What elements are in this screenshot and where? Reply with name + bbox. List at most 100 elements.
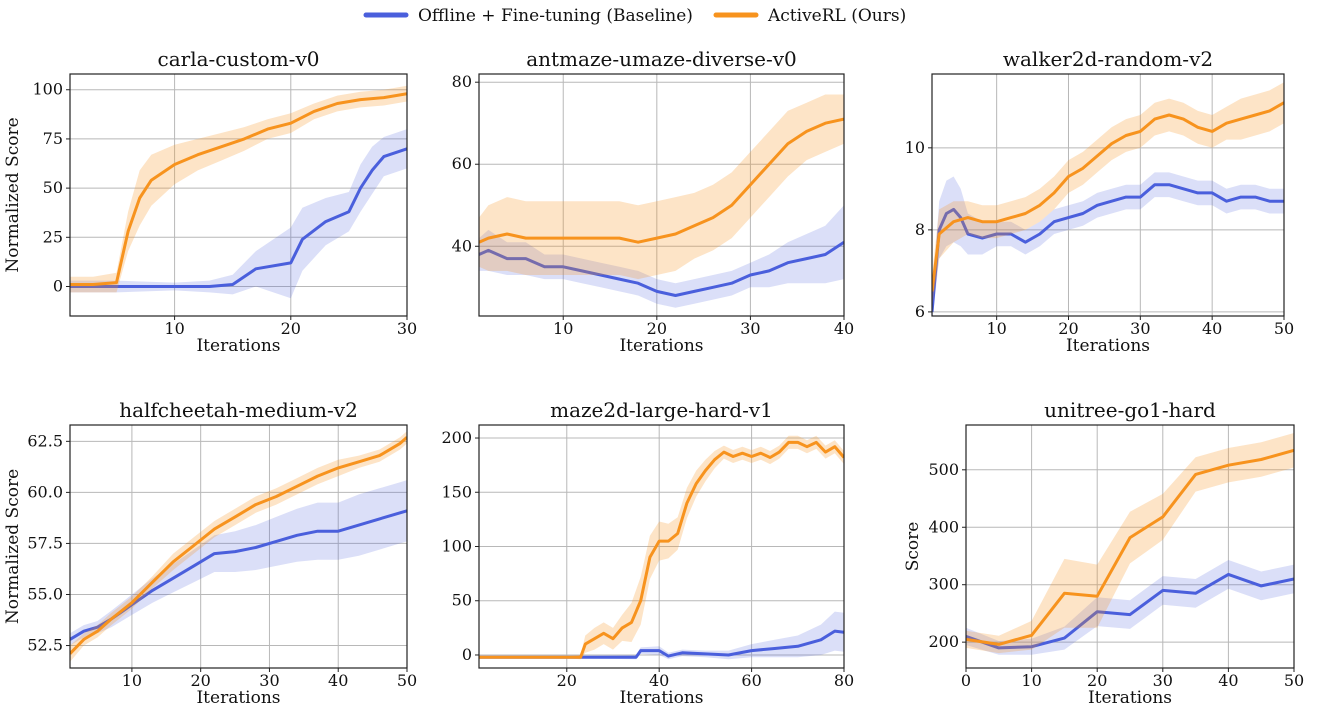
series-line-ours — [479, 117, 844, 244]
series-line-baseline — [70, 147, 407, 288]
x-tick-label: 20 — [281, 319, 301, 338]
y-tick-label: 400 — [928, 517, 959, 536]
legend: Offline + Fine-tuning (Baseline) ActiveR… — [363, 6, 906, 26]
subplot-title: antmaze-umaze-diverse-v0 — [526, 47, 797, 71]
subplot-title: halfcheetah-medium-v2 — [119, 398, 358, 422]
x-tick-label: 60 — [741, 671, 761, 690]
x-tick-label: 10 — [1021, 671, 1041, 690]
y-tick-label: 55.0 — [27, 584, 63, 603]
x-tick-label: 30 — [1130, 319, 1150, 338]
x-axis-label: Iterations — [619, 688, 703, 704]
confidence-band-baseline — [479, 611, 844, 660]
axes-frame — [478, 73, 845, 317]
confidence-band-ours — [966, 433, 1294, 654]
series-line-ours — [932, 101, 1284, 292]
subplot-title: unitree-go1-hard — [1044, 398, 1216, 422]
x-tick-label: 40 — [328, 671, 348, 690]
confidence-band-ours — [932, 82, 1284, 308]
x-axis-label: Iterations — [1088, 688, 1172, 704]
x-tick-label: 10 — [553, 319, 573, 338]
x-tick-label: 20 — [190, 671, 210, 690]
axes-frame — [69, 73, 408, 317]
y-tick-label: 60 — [452, 154, 472, 173]
subplot-3: 10 20 30 40 50 6 8 10 walker2d-random-v2 Iteratio… — [905, 47, 1295, 356]
x-tick-label: 80 — [834, 671, 854, 690]
x-tick-label: 50 — [1284, 671, 1304, 690]
subplot-1: 10 20 30 0 25 50 75 100 carla-custom-v0 Iteration… — [3, 47, 417, 356]
legend-label-ours: ActiveRL (Ours) — [767, 6, 906, 26]
y-tick-label: 57.5 — [27, 533, 63, 552]
subplot-grid: 10 20 300255075100carla-custom-v0Iteration… — [3, 47, 1304, 704]
x-tick-label: 40 — [834, 319, 854, 338]
y-tick-label: 100 — [32, 80, 63, 99]
y-tick-label: 62.5 — [27, 431, 63, 450]
series-line-ours — [966, 448, 1294, 646]
subplot-5: 20 40 60 80 0 50 100 150 200 maze2d-large-hard-v1… — [441, 398, 854, 704]
x-axis-label: Iterations — [1066, 336, 1150, 356]
subplot-title: maze2d-large-hard-v1 — [550, 398, 773, 422]
subplot-title: walker2d-random-v2 — [1003, 47, 1213, 71]
y-tick-label: 0 — [53, 276, 63, 295]
y-tick-label: 100 — [441, 537, 472, 556]
series-line-baseline — [479, 240, 844, 297]
x-tick-label: 50 — [1274, 319, 1294, 338]
y-tick-label: 200 — [441, 428, 472, 447]
series-line-baseline — [932, 183, 1284, 313]
x-axis-label: Iterations — [619, 336, 703, 356]
y-tick-label: 500 — [928, 460, 959, 479]
x-axis-label: Iterations — [196, 688, 280, 704]
subplot-2: 10 20 30 40 40 60 80 antmaze-umaze-diverse-v0 It… — [452, 47, 855, 356]
x-tick-label: 20 — [1058, 319, 1078, 338]
confidence-band-ours — [70, 85, 407, 293]
axes-frame — [931, 73, 1285, 317]
plot-area — [966, 433, 1294, 655]
x-tick-label: 20 — [1087, 671, 1107, 690]
plot-area — [479, 94, 844, 308]
y-tick-label: 60.0 — [27, 482, 63, 501]
confidence-band-baseline — [479, 205, 844, 308]
x-tick-label: 40 — [1202, 319, 1222, 338]
x-tick-label: 50 — [397, 671, 417, 690]
legend-label-baseline: Offline + Fine-tuning (Baseline) — [418, 6, 693, 26]
axes-frame — [69, 424, 408, 669]
subplot-title: carla-custom-v0 — [158, 47, 320, 71]
y-axis-label: Score — [903, 522, 923, 572]
confidence-band-ours — [479, 435, 844, 660]
confidence-band-baseline — [70, 480, 407, 646]
series-line-ours — [70, 436, 407, 655]
x-tick-label: 30 — [259, 671, 279, 690]
y-axis-label: Normalized Score — [3, 117, 23, 272]
x-tick-label: 30 — [1153, 671, 1173, 690]
y-tick-label: 52.5 — [27, 636, 63, 655]
plot-area — [70, 85, 407, 299]
x-axis-label: Iterations — [196, 336, 280, 356]
x-tick-label: 40 — [1218, 671, 1238, 690]
confidence-band-ours — [479, 94, 844, 280]
subplot-6: 0 10 20 30 40 50 200 300 400 500 unitree-go1-hard I… — [903, 398, 1304, 704]
series-line-ours — [70, 92, 407, 286]
series-line-ours — [479, 440, 844, 659]
plot-area — [932, 82, 1284, 316]
y-tick-label: 50 — [43, 178, 63, 197]
plot-area — [70, 431, 407, 662]
x-tick-label: 0 — [961, 671, 971, 690]
y-axis-label: Normalized Score — [3, 469, 23, 624]
y-tick-label: 80 — [452, 72, 472, 91]
y-tick-label: 150 — [441, 482, 472, 501]
y-tick-label: 75 — [43, 129, 63, 148]
x-tick-label: 10 — [164, 319, 184, 338]
series-line-baseline — [479, 629, 844, 659]
y-tick-label: 0 — [462, 645, 472, 664]
x-tick-label: 10 — [122, 671, 142, 690]
subplot-4: 10 20 30 40 50 52.5 55.0 57.5 60.0 62.5 halfcheeta… — [3, 398, 417, 704]
confidence-band-baseline — [932, 172, 1284, 316]
x-tick-label: 30 — [740, 319, 760, 338]
y-tick-label: 40 — [452, 236, 472, 255]
x-tick-label: 40 — [649, 671, 669, 690]
y-tick-label: 25 — [43, 227, 63, 246]
y-tick-label: 8 — [915, 220, 925, 239]
x-tick-label: 20 — [557, 671, 577, 690]
confidence-band-ours — [70, 431, 407, 662]
y-tick-label: 300 — [928, 575, 959, 594]
series-line-baseline — [966, 572, 1294, 650]
